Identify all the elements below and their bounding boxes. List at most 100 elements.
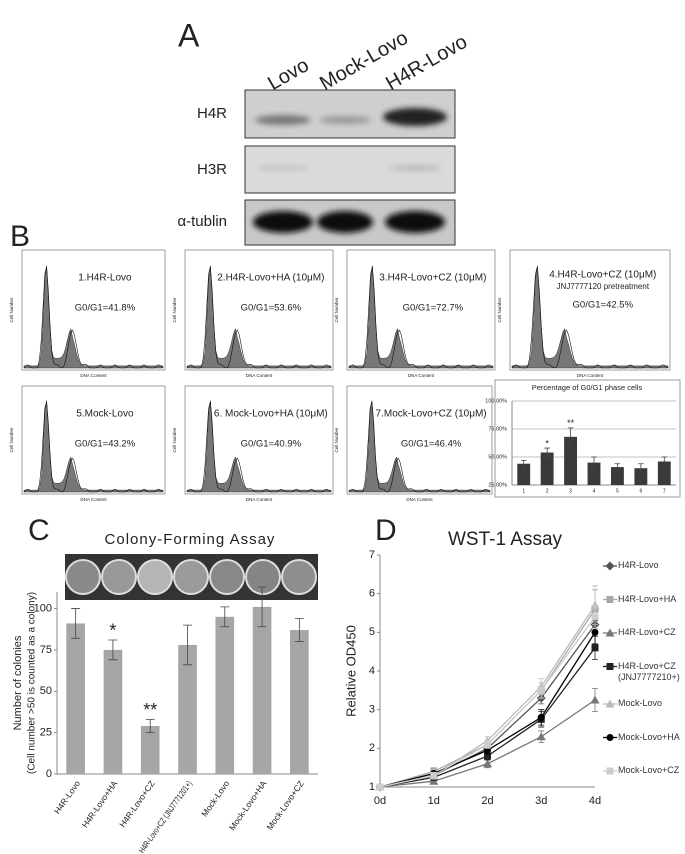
flow-result: G0/G1=53.6% bbox=[241, 303, 302, 314]
error-bar bbox=[294, 618, 304, 643]
bar bbox=[290, 630, 309, 774]
x-tick-label: 1 bbox=[522, 488, 525, 494]
axis-label: DNA Content bbox=[408, 373, 435, 378]
y-tick-label: 1 bbox=[369, 781, 375, 793]
marker bbox=[537, 686, 545, 694]
marker bbox=[376, 783, 384, 791]
error-bar bbox=[220, 606, 230, 628]
error-bar bbox=[183, 624, 192, 666]
flow-subtitle: JNJ7777120 pretreatment bbox=[557, 282, 650, 291]
bar bbox=[178, 644, 197, 774]
legend-label: Mock-Lovo+HA bbox=[618, 731, 680, 742]
flow-title: 7.Mock-Lovo+CZ (10μM) bbox=[376, 409, 487, 420]
bar bbox=[215, 616, 235, 774]
y-axis-label: Number of colonies bbox=[12, 635, 24, 730]
flow-result: G0/G1=72.7% bbox=[403, 303, 464, 314]
y-tick-label: 2 bbox=[369, 742, 375, 754]
chart-title: WST-1 Assay bbox=[448, 529, 563, 550]
bar bbox=[140, 726, 160, 774]
y-tick-label: 75 bbox=[40, 644, 52, 656]
x-tick-label: Mock-Lovo bbox=[199, 778, 231, 818]
legend-label: H4R-Lovo+CZ bbox=[618, 627, 676, 637]
error-bar bbox=[108, 639, 118, 661]
significance: ** bbox=[567, 418, 575, 428]
flow-fit bbox=[348, 266, 494, 369]
axis-label: DNA Content bbox=[577, 373, 604, 378]
legend-label: H4R-Lovo+CZ (JNJ7777210+) bbox=[618, 660, 680, 682]
y-tick-label: 7 bbox=[369, 549, 375, 561]
y-axis-label: (Cell number >50 is counted as a colony) bbox=[27, 592, 38, 774]
panel-label: A bbox=[178, 17, 200, 53]
marker bbox=[590, 695, 600, 704]
y-tick-label: 50.00% bbox=[488, 454, 507, 460]
bar bbox=[540, 452, 554, 485]
legend-marker bbox=[605, 699, 615, 708]
x-tick-label: 3 bbox=[569, 488, 572, 494]
legend-label: H4R-Lovo bbox=[618, 560, 659, 570]
legend-marker bbox=[606, 663, 614, 670]
y-tick-label: 75.00% bbox=[488, 426, 507, 432]
axis-label: DNA Content bbox=[80, 497, 107, 502]
flow-title: 6. Mock-Lovo+HA (10μM) bbox=[214, 409, 328, 420]
marker bbox=[590, 600, 600, 609]
error-bar bbox=[591, 456, 597, 469]
legend-marker bbox=[606, 734, 614, 741]
x-tick-label: 0d bbox=[374, 795, 386, 807]
flow-title: 3.H4R-Lovo+CZ (10μM) bbox=[379, 273, 486, 284]
y-tick-label: 4 bbox=[369, 665, 375, 677]
plate-strip bbox=[65, 554, 318, 600]
error-bar bbox=[71, 608, 81, 639]
y-tick-label: 3 bbox=[369, 704, 375, 716]
x-tick-label: Mock-Lovo+CZ bbox=[264, 779, 305, 832]
error-bar bbox=[661, 456, 668, 467]
row-label: H3R bbox=[197, 161, 227, 178]
axis-label: DNA Content bbox=[246, 497, 273, 502]
flow-fit bbox=[348, 401, 491, 493]
bar bbox=[610, 467, 624, 485]
flow-title: 1.H4R-Lovo bbox=[78, 273, 132, 284]
significance: * bbox=[545, 438, 549, 448]
legend-marker bbox=[606, 596, 614, 603]
axis-label: DNA Content bbox=[80, 373, 107, 378]
row-label: H4R bbox=[197, 105, 227, 122]
marker bbox=[536, 732, 546, 741]
panel-label: B bbox=[10, 220, 30, 253]
bar bbox=[252, 606, 272, 774]
axis-label: Cell Number bbox=[172, 427, 177, 453]
axis-label: Cell Number bbox=[172, 297, 177, 323]
y-axis-label: Relative OD450 bbox=[343, 625, 358, 717]
legend-marker bbox=[606, 767, 614, 775]
marker bbox=[591, 644, 599, 652]
y-tick-label: 100.00% bbox=[485, 398, 507, 404]
x-tick-label: 3d bbox=[535, 795, 547, 807]
inset-frame bbox=[494, 379, 681, 498]
marker bbox=[537, 713, 545, 721]
y-tick-label: 0 bbox=[46, 768, 52, 780]
marker bbox=[484, 740, 491, 748]
axis-label: DNA Content bbox=[406, 497, 433, 502]
error-bar bbox=[145, 719, 155, 734]
flow-result: G0/G1=43.2% bbox=[75, 439, 136, 450]
error-bar bbox=[638, 463, 644, 474]
x-tick-label: 5 bbox=[616, 488, 619, 494]
significance: ** bbox=[143, 700, 157, 720]
error-bar bbox=[520, 459, 527, 468]
y-tick-label: 50 bbox=[40, 685, 52, 697]
marker bbox=[483, 759, 492, 768]
axis-label: DNA Content bbox=[246, 373, 273, 378]
legend-marker bbox=[605, 628, 615, 637]
marker bbox=[591, 613, 599, 621]
x-tick-label: 2d bbox=[481, 795, 493, 807]
panel-label: D bbox=[375, 514, 397, 547]
chart-title: Percentage of G0/G1 phase cells bbox=[532, 383, 643, 392]
x-tick-label: 6 bbox=[639, 488, 642, 494]
y-tick-label: 100 bbox=[34, 602, 52, 614]
marker bbox=[484, 752, 491, 760]
x-tick-label: H4R-Lovo+CZ bbox=[117, 779, 156, 829]
flow-fit bbox=[511, 266, 669, 369]
flow-fit bbox=[186, 266, 332, 369]
error-bar bbox=[544, 447, 550, 458]
flow-title: 2.H4R-Lovo+HA (10μM) bbox=[217, 273, 324, 284]
flow-title: 4.H4R-Lovo+CZ (10μM) bbox=[549, 270, 656, 281]
axis-label: Cell Number bbox=[9, 297, 14, 323]
